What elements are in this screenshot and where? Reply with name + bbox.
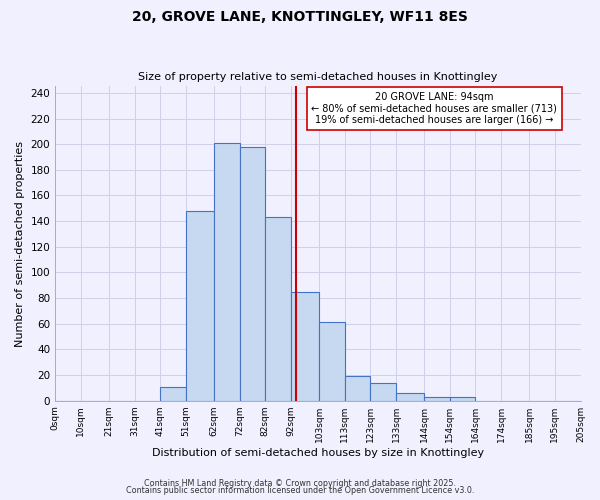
X-axis label: Distribution of semi-detached houses by size in Knottingley: Distribution of semi-detached houses by … bbox=[152, 448, 484, 458]
Bar bbox=[370, 383, 396, 400]
Bar bbox=[319, 322, 345, 400]
Text: Contains public sector information licensed under the Open Government Licence v3: Contains public sector information licen… bbox=[126, 486, 474, 495]
Bar bbox=[239, 146, 265, 400]
Text: 20 GROVE LANE: 94sqm
← 80% of semi-detached houses are smaller (713)
19% of semi: 20 GROVE LANE: 94sqm ← 80% of semi-detac… bbox=[311, 92, 557, 125]
Bar bbox=[424, 397, 450, 400]
Text: 20, GROVE LANE, KNOTTINGLEY, WF11 8ES: 20, GROVE LANE, KNOTTINGLEY, WF11 8ES bbox=[132, 10, 468, 24]
Bar bbox=[345, 376, 370, 400]
Bar bbox=[265, 218, 291, 400]
Text: Contains HM Land Registry data © Crown copyright and database right 2025.: Contains HM Land Registry data © Crown c… bbox=[144, 478, 456, 488]
Y-axis label: Number of semi-detached properties: Number of semi-detached properties bbox=[15, 140, 25, 346]
Bar bbox=[186, 211, 214, 400]
Bar bbox=[291, 292, 319, 401]
Bar bbox=[160, 386, 186, 400]
Title: Size of property relative to semi-detached houses in Knottingley: Size of property relative to semi-detach… bbox=[138, 72, 497, 82]
Bar bbox=[214, 143, 239, 401]
Bar bbox=[396, 393, 424, 400]
Bar bbox=[450, 397, 475, 400]
